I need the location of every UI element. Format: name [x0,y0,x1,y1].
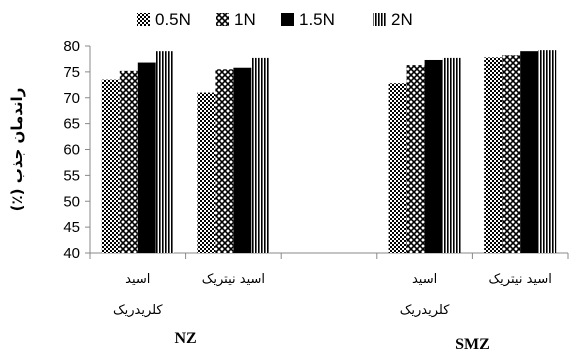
bar [119,70,138,253]
y-tick-label: 50 [63,193,80,210]
bar [155,51,174,253]
y-axis-title: راندمان جذب (٪) [8,88,26,212]
legend-label: 1N [234,10,256,29]
bar [215,69,234,253]
y-tick-label: 80 [63,38,80,55]
bar [406,65,425,254]
y-tick-label: 45 [63,219,80,236]
category-label: اسید [412,272,437,287]
bar [520,51,539,253]
y-tick-label: 65 [63,116,80,133]
bar [251,57,270,254]
bar [484,57,503,254]
legend-swatch [281,13,294,26]
bar [424,59,443,253]
category-label: کلریدریک [113,303,163,318]
y-tick-label: 55 [63,167,80,184]
y-tick-label: 70 [63,90,80,107]
legend-swatch [137,13,150,26]
bar [101,79,120,253]
category-label: اسید نیتریک [202,272,265,287]
category-label: کلریدریک [400,303,450,318]
axes: 40 45 50 55 60 65 70 75 80 راندمان جذب (٪) [8,38,569,262]
y-tick-label: 60 [63,142,80,159]
category-label: اسید [125,272,150,287]
category-label: اسید نیتریک [489,272,552,287]
y-tick-label: 75 [63,64,80,81]
group-label: SMZ [455,336,490,353]
group-label: NZ [174,330,196,347]
legend: 0.5N 1N 1.5N 2N [137,10,413,29]
legend-label: 0.5N [155,10,191,29]
y-tick-label: 40 [63,245,80,262]
bar [442,57,461,254]
legend-swatch [373,13,386,26]
bars [101,50,557,254]
legend-swatch [216,13,229,26]
bar [233,67,252,253]
legend-label: 1.5N [299,10,335,29]
category-labels: اسید کلریدریک اسید نیتریک اسید کلریدریک اسید … [113,272,552,353]
bar [502,55,521,253]
bar [197,92,216,253]
bar [388,83,407,253]
bar [538,50,557,253]
bar [137,62,156,254]
legend-label: 2N [391,10,413,29]
